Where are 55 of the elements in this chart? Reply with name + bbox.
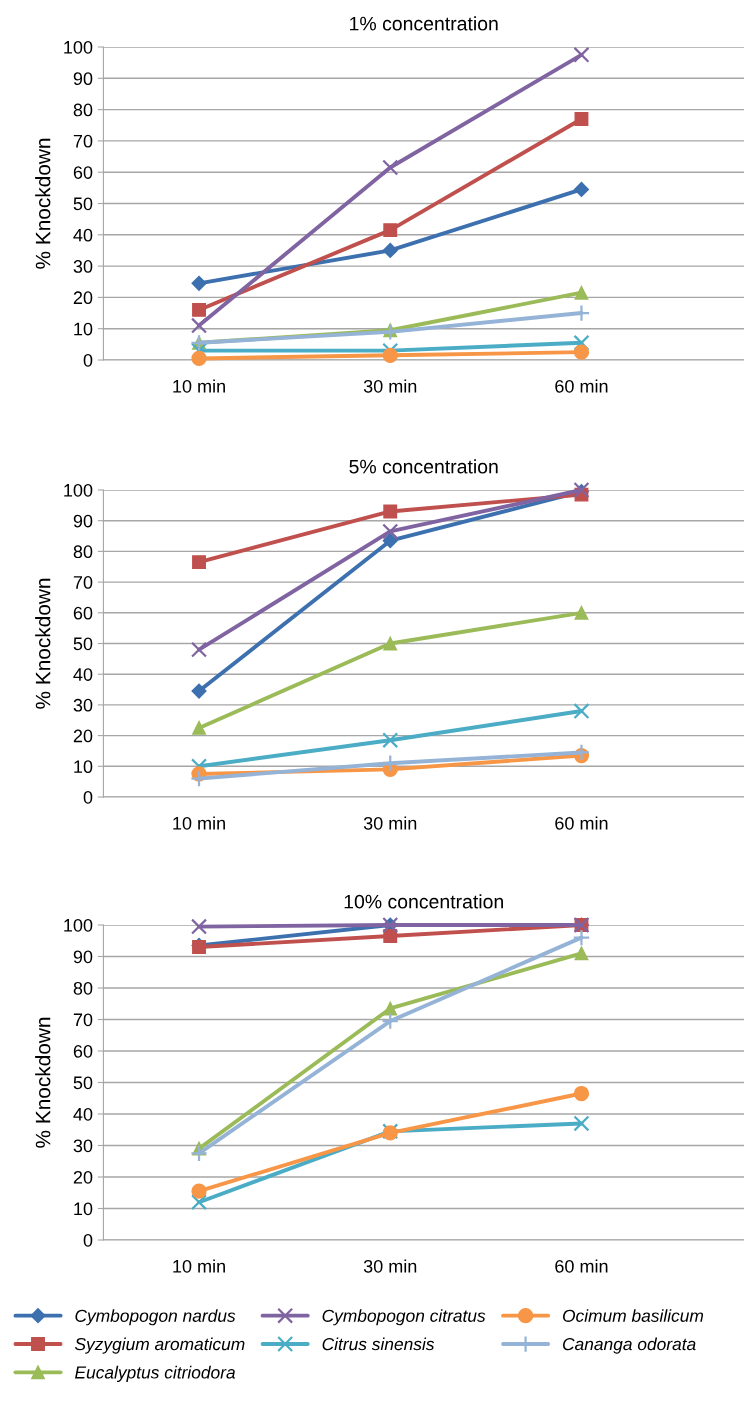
chart-title: 5% concentration (349, 459, 498, 474)
legend-label: Eucalyptus citriodora (75, 1365, 236, 1383)
y-tick-label: 50 (73, 1076, 93, 1090)
legend-label: Citrus sinensis (322, 1337, 435, 1351)
x-tick-label: 60 min (555, 1259, 608, 1273)
y-tick-label: 0 (83, 1233, 93, 1247)
y-tick-label: 30 (73, 260, 93, 273)
y-tick-label: 50 (73, 637, 93, 651)
y-tick-label: 40 (73, 228, 93, 242)
y-tick-label: 90 (73, 514, 93, 528)
x-tick-label: 60 min (555, 379, 608, 393)
y-tick-label: 70 (73, 1013, 93, 1027)
y-tick-label: 40 (73, 668, 93, 681)
y-tick-label: 70 (73, 134, 93, 148)
y-tick-label: 30 (73, 698, 93, 712)
y-tick-label: 0 (83, 353, 93, 367)
y-tick-label: 60 (73, 1044, 93, 1058)
y-tick-label: 50 (73, 197, 93, 211)
y-tick-label: 100 (64, 483, 93, 497)
y-tick-label: 100 (64, 40, 93, 54)
y-tick-label: 20 (73, 291, 93, 305)
y-axis-title: % Knockdown (35, 138, 51, 269)
chart-title: 10% concentration (344, 894, 503, 909)
legend-label: Cymbopogon citratus (322, 1309, 486, 1326)
x-tick-label: 30 min (363, 379, 417, 393)
x-tick-label: 10 min (173, 816, 225, 830)
y-tick-label: 100 (64, 918, 93, 932)
legend-label: Syzygium aromaticum (74, 1337, 245, 1354)
y-tick-label: 30 (73, 1139, 93, 1153)
x-tick-label: 60 min (555, 816, 608, 830)
y-tick-label: 0 (83, 790, 93, 804)
y-tick-label: 80 (73, 981, 93, 995)
y-tick-label: 20 (73, 1170, 93, 1184)
y-axis-title: % Knockdown (35, 1017, 51, 1148)
legend-label: Cananga odorata (563, 1337, 696, 1354)
x-tick-label: 30 min (363, 1259, 417, 1273)
y-tick-label: 40 (73, 1107, 93, 1121)
y-tick-label: 10 (74, 760, 93, 774)
y-tick-label: 80 (73, 545, 93, 559)
x-tick-label: 30 min (363, 816, 417, 830)
x-tick-label: 10 min (173, 379, 225, 393)
y-tick-label: 10 (74, 1202, 93, 1216)
chart-title: 1% concentration (350, 16, 498, 31)
y-tick-label: 20 (73, 729, 93, 743)
y-tick-label: 10 (74, 322, 93, 336)
y-tick-label: 90 (73, 950, 93, 964)
y-tick-label: 60 (73, 166, 93, 179)
y-tick-label: 80 (73, 103, 93, 117)
y-tick-label: 70 (73, 576, 93, 589)
y-tick-label: 60 (73, 606, 93, 620)
legend-label: Cymbopogon nardus (75, 1309, 236, 1326)
y-axis-title: % Knockdown (35, 578, 51, 709)
x-tick-label: 10 min (173, 1259, 225, 1273)
y-tick-label: 90 (73, 72, 93, 86)
legend-label: Ocimum basilicum (562, 1309, 704, 1322)
